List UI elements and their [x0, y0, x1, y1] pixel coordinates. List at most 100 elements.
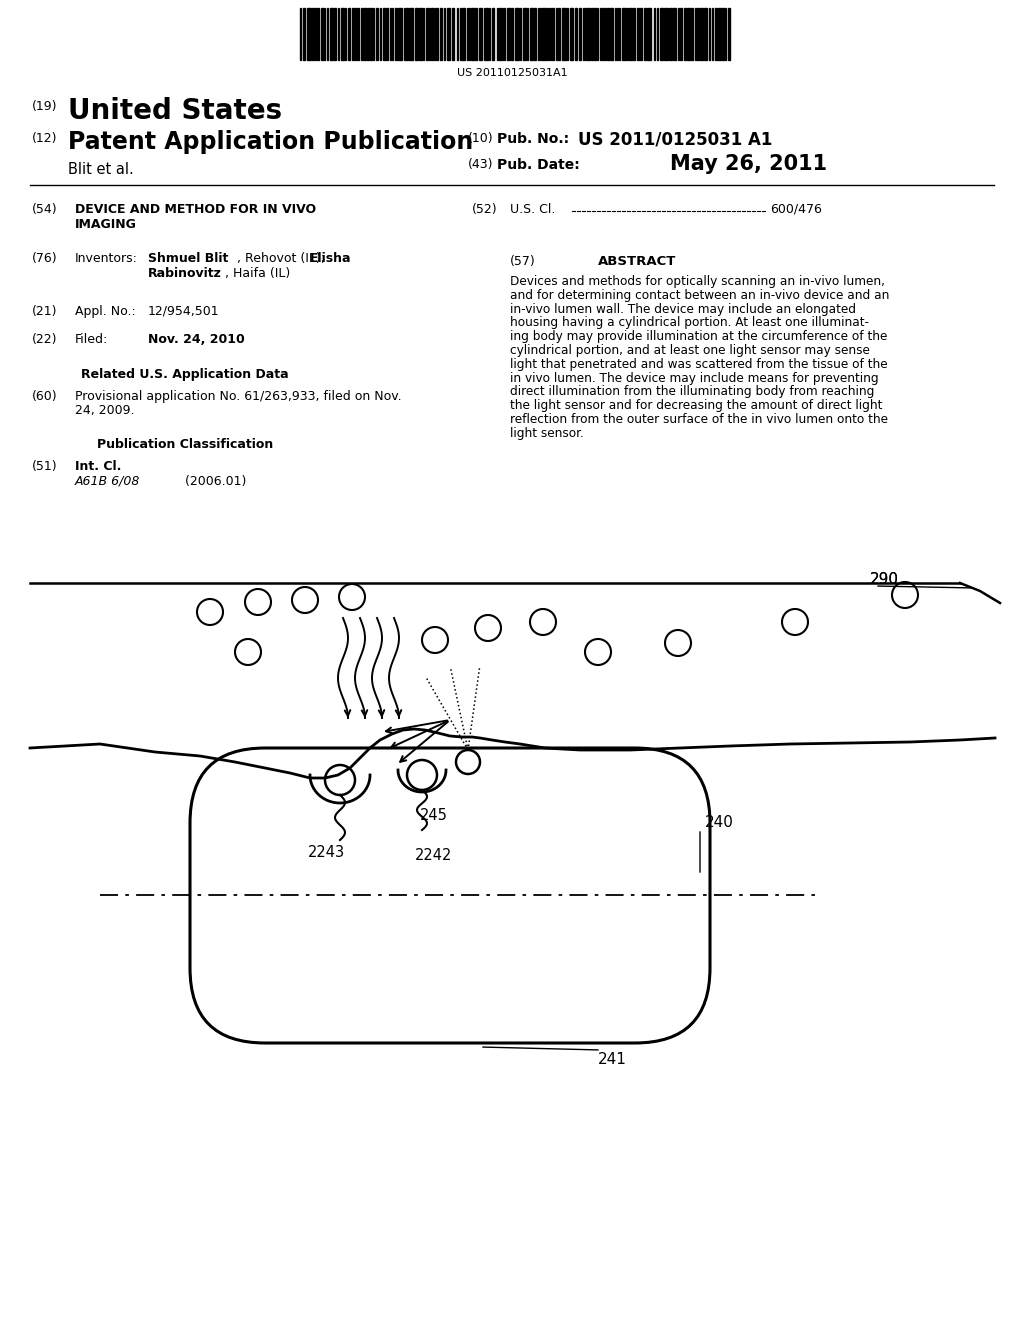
Text: (12): (12) [32, 132, 57, 145]
Text: Provisional application No. 61/263,933, filed on Nov.: Provisional application No. 61/263,933, … [75, 389, 401, 403]
Bar [562, 8, 566, 59]
Bar [700, 8, 702, 59]
Bar [357, 8, 358, 59]
Text: US 20110125031A1: US 20110125031A1 [457, 69, 567, 78]
Text: 600/476: 600/476 [770, 203, 822, 216]
Bar [705, 8, 707, 59]
Bar [728, 8, 730, 59]
Text: Elisha: Elisha [310, 252, 351, 265]
Bar [471, 8, 473, 59]
Text: ing body may provide illumination at the circumference of the: ing body may provide illumination at the… [510, 330, 888, 343]
Bar [722, 8, 724, 59]
Bar [633, 8, 635, 59]
Text: Pub. Date:: Pub. Date: [497, 158, 580, 172]
Bar [321, 8, 323, 59]
Bar [599, 8, 601, 59]
Text: US 2011/0125031 A1: US 2011/0125031 A1 [578, 129, 772, 148]
Text: United States: United States [68, 96, 283, 125]
Bar [542, 8, 545, 59]
Bar [426, 8, 427, 59]
Bar [594, 8, 596, 59]
Bar [306, 8, 310, 59]
Bar [386, 8, 388, 59]
Text: , Haifa (IL): , Haifa (IL) [225, 267, 290, 280]
Bar [607, 8, 608, 59]
Bar [370, 8, 372, 59]
Text: DEVICE AND METHOD FOR IN VIVO: DEVICE AND METHOD FOR IN VIVO [75, 203, 316, 216]
Bar [373, 8, 374, 59]
Bar [479, 8, 481, 59]
Bar [640, 8, 642, 59]
Text: 12/954,501: 12/954,501 [148, 305, 219, 318]
Bar [653, 8, 655, 59]
Bar [668, 8, 669, 59]
Text: 290: 290 [870, 572, 899, 587]
Bar [389, 8, 391, 59]
Text: reflection from the outer surface of the in vivo lumen onto the: reflection from the outer surface of the… [510, 413, 888, 426]
Text: Blit et al.: Blit et al. [68, 162, 134, 177]
Text: ABSTRACT: ABSTRACT [598, 255, 676, 268]
Bar [684, 8, 686, 59]
Text: (52): (52) [472, 203, 498, 216]
Text: , Rehovot (IL);: , Rehovot (IL); [237, 252, 325, 265]
Bar [364, 8, 366, 59]
Bar [526, 8, 528, 59]
Text: Nov. 24, 2010: Nov. 24, 2010 [148, 333, 245, 346]
Text: (57): (57) [510, 255, 536, 268]
Text: (43): (43) [468, 158, 494, 172]
Bar [574, 8, 577, 59]
Text: light sensor.: light sensor. [510, 426, 584, 440]
Bar [488, 8, 490, 59]
Text: (51): (51) [32, 459, 57, 473]
Text: (2006.01): (2006.01) [145, 475, 247, 488]
Text: in vivo lumen. The device may include means for preventing: in vivo lumen. The device may include me… [510, 372, 879, 384]
Text: IMAGING: IMAGING [75, 218, 137, 231]
Bar [557, 8, 559, 59]
Bar [360, 8, 362, 59]
Bar [579, 8, 581, 59]
Bar [330, 8, 333, 59]
Bar [637, 8, 639, 59]
Bar [602, 8, 604, 59]
Bar [715, 8, 717, 59]
Text: cylindrical portion, and at least one light sensor may sense: cylindrical portion, and at least one li… [510, 345, 869, 356]
Bar [609, 8, 612, 59]
Text: Devices and methods for optically scanning an in-vivo lumen,: Devices and methods for optically scanni… [510, 275, 885, 288]
FancyBboxPatch shape [190, 748, 710, 1043]
Bar [591, 8, 593, 59]
Bar [462, 8, 465, 59]
Bar [398, 8, 402, 59]
Text: (21): (21) [32, 305, 57, 318]
Text: (76): (76) [32, 252, 57, 265]
Bar [629, 8, 632, 59]
Text: U.S. Cl.: U.S. Cl. [510, 203, 555, 216]
Bar [522, 8, 525, 59]
Bar [486, 8, 487, 59]
Text: 290: 290 [870, 572, 899, 587]
Bar [303, 8, 304, 59]
Text: Rabinovitz: Rabinovitz [148, 267, 222, 280]
Bar [626, 8, 628, 59]
Bar [354, 8, 355, 59]
Text: (22): (22) [32, 333, 57, 346]
Bar [341, 8, 343, 59]
Text: 24, 2009.: 24, 2009. [75, 404, 134, 417]
Bar [431, 8, 432, 59]
Bar [673, 8, 676, 59]
Text: Inventors:: Inventors: [75, 252, 138, 265]
Bar [423, 8, 424, 59]
Text: 240: 240 [705, 814, 734, 830]
Bar [644, 8, 646, 59]
Text: in-vivo lumen wall. The device may include an elongated: in-vivo lumen wall. The device may inclu… [510, 302, 856, 315]
Bar [376, 8, 378, 59]
Bar [452, 8, 454, 59]
Text: Related U.S. Application Data: Related U.S. Application Data [81, 368, 289, 381]
Text: (60): (60) [32, 389, 57, 403]
Bar [678, 8, 679, 59]
Bar [687, 8, 689, 59]
Bar [680, 8, 682, 59]
Text: (54): (54) [32, 203, 57, 216]
Text: direct illumination from the illuminating body from reaching: direct illumination from the illuminatin… [510, 385, 874, 399]
Text: and for determining contact between an in-vivo device and an: and for determining contact between an i… [510, 289, 890, 302]
Text: the light sensor and for decreasing the amount of direct light: the light sensor and for decreasing the … [510, 399, 883, 412]
